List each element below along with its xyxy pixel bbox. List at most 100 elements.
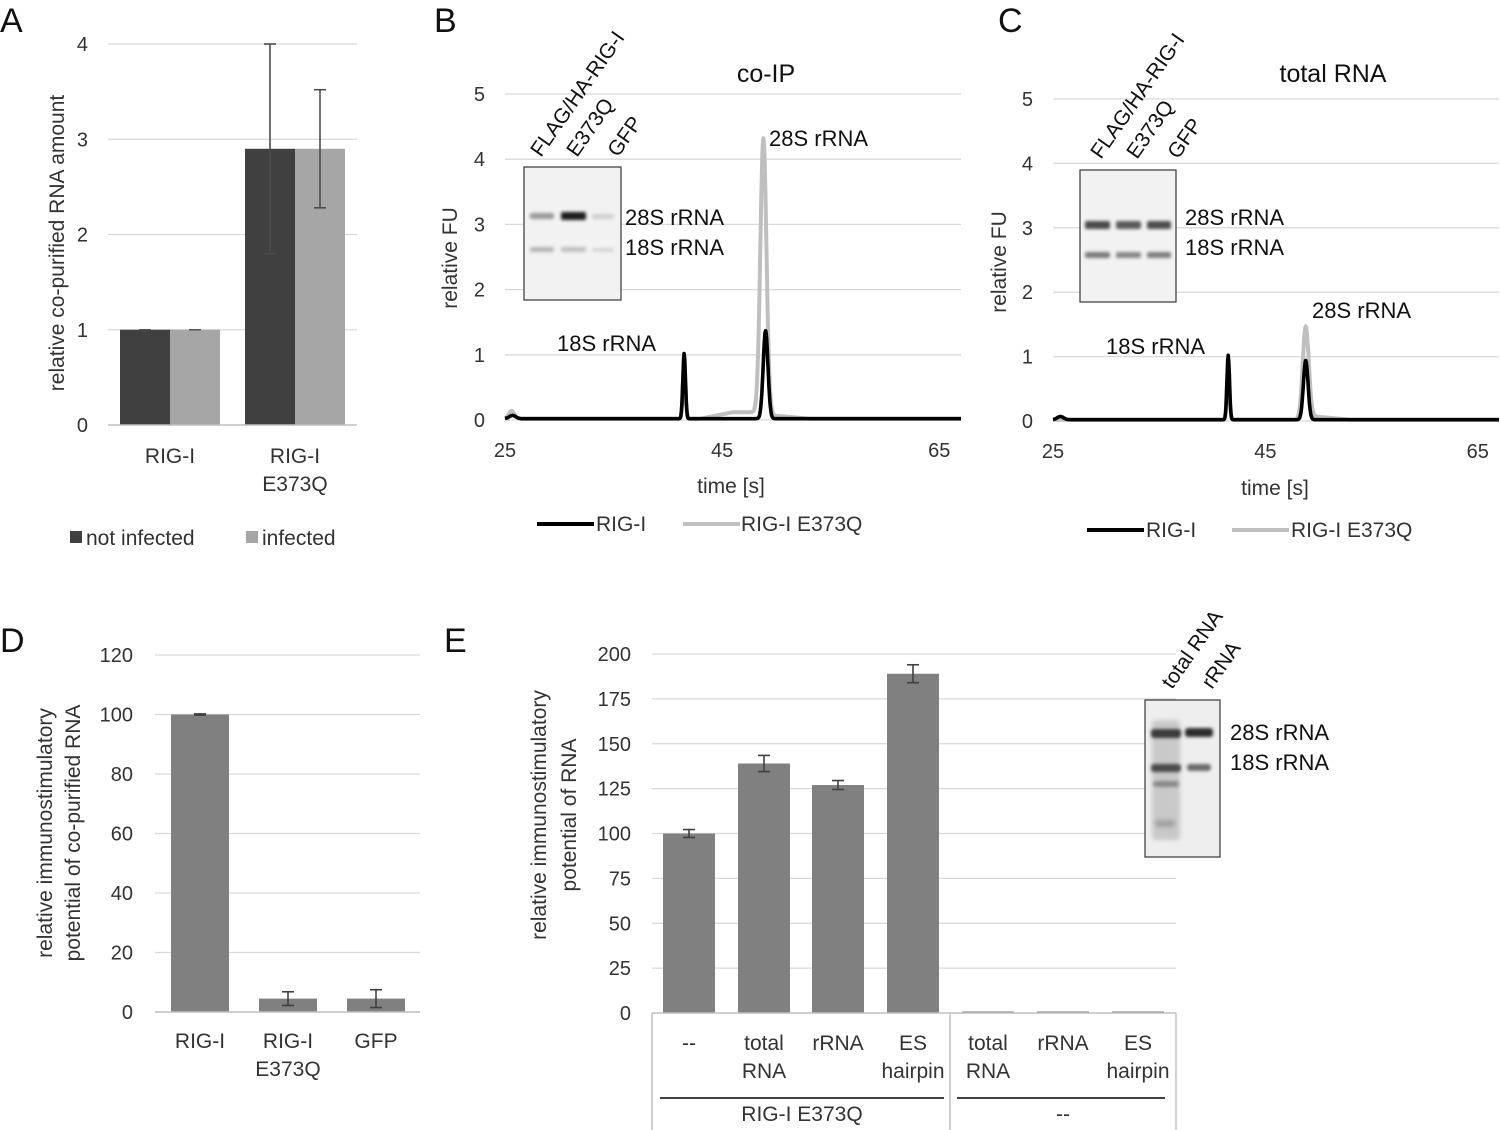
gel-band-label-28s: 28S rRNA [625, 205, 724, 230]
y-tick-label: 25 [609, 958, 631, 980]
gel-band-label-28s: 28S rRNA [1230, 720, 1329, 745]
x-tick-label: 65 [1467, 441, 1489, 463]
x-category-label: RIG-I [263, 1030, 313, 1053]
bar [170, 329, 220, 425]
panel-letter-a: A [0, 2, 23, 40]
x-category-label: GFP [354, 1030, 397, 1053]
peak-label-18s: 18S rRNA [1106, 334, 1205, 359]
x-category-label: E373Q [255, 1058, 320, 1081]
bar [120, 329, 170, 425]
x-category-label: RIG-I [270, 445, 320, 468]
gel-band [561, 247, 586, 252]
y-tick-label: 75 [609, 868, 631, 890]
legend-label-rig-i: RIG-I [1146, 519, 1196, 542]
y-tick-label: 0 [474, 410, 485, 432]
peak-label-28s: 28S rRNA [1312, 298, 1411, 323]
legend-label-rig-i: RIG-I [596, 513, 646, 536]
x-category-label: RNA [966, 1060, 1010, 1083]
y-tick-label: 4 [1022, 153, 1033, 175]
x-axis-label: time [s] [1241, 477, 1309, 500]
x-category-label: ES [1124, 1032, 1152, 1055]
y-tick-label: 2 [1022, 282, 1033, 304]
gel-inset: total RNA rRNA 28S rRNA 18S rRNA [1144, 606, 1329, 858]
bar [812, 785, 864, 1013]
series-line-rig-i [503, 328, 963, 421]
gel-band [1151, 764, 1181, 772]
y-axis-label-line-2: potential of co-purified RNA [62, 705, 85, 962]
gel-band [1085, 252, 1110, 258]
gel-band-label-18s: 18S rRNA [1230, 750, 1329, 775]
panel-d-chart: 0 20 40 60 80 100 120 RIG-I RIG-I E373Q GFP relat… [34, 645, 420, 1081]
bar [171, 714, 229, 1012]
gel-band [1153, 781, 1179, 787]
gel-band [1147, 252, 1171, 258]
peak-label-18s: 18S rRNA [557, 331, 656, 356]
y-tick-label: 5 [474, 84, 485, 106]
y-axis-label: relative co-purified RNA amount [46, 95, 69, 392]
y-tick-label: 175 [598, 689, 631, 711]
gel-band [1116, 252, 1141, 258]
y-tick-label: 5 [1022, 89, 1033, 111]
gel-band [592, 214, 614, 219]
y-tick-label: 80 [111, 764, 133, 786]
gel-smear [1152, 720, 1180, 840]
y-tick-label: 100 [100, 705, 133, 727]
y-tick-label: 1 [1022, 347, 1033, 369]
gel-band-label-18s: 18S rRNA [1185, 235, 1284, 260]
x-axis-label: time [s] [697, 475, 765, 498]
x-tick-label: 65 [928, 440, 950, 462]
y-tick-label: 120 [100, 645, 133, 667]
x-category-label: E373Q [262, 473, 327, 496]
gel-band-label-28s: 28S rRNA [1185, 205, 1284, 230]
gel-band [1116, 221, 1141, 229]
y-tick-label: 2 [474, 280, 485, 302]
y-tick-label: 3 [77, 129, 88, 151]
y-axis-label: relative FU [439, 207, 462, 309]
gel-band-label-18s: 18S rRNA [625, 235, 724, 260]
gel-band [1085, 221, 1110, 229]
x-category-label: ES [899, 1032, 927, 1055]
x-category-label: hairpin [881, 1060, 944, 1083]
y-tick-label: 3 [474, 214, 485, 236]
gel-band [1151, 729, 1181, 738]
gel-inset: FLAG/HA-RIG-I E373Q GFP 28S rRNA 18S rRN… [1079, 29, 1284, 303]
y-tick-label: 2 [77, 225, 88, 247]
legend-label-not-infected: not infected [86, 527, 195, 550]
series-line-rig-i [1051, 353, 1500, 422]
gel-band [592, 248, 614, 252]
y-tick-label: 0 [77, 415, 88, 437]
y-axis-label-line-1: relative immunostimulatory [528, 690, 551, 940]
chart-title: co-IP [737, 60, 795, 88]
x-tick-label: 45 [1254, 441, 1276, 463]
chart-title: total RNA [1280, 60, 1387, 88]
y-axis-label: relative FU [988, 211, 1011, 313]
panel-letter-c: C [998, 2, 1023, 40]
y-tick-label: 150 [598, 734, 631, 756]
gel-inset: FLAG/HA-RIG-I E373Q GFP 28S rRNA 18S rRN… [523, 27, 724, 301]
bar [663, 833, 715, 1013]
y-tick-label: 60 [111, 824, 133, 846]
y-tick-label: 1 [77, 320, 88, 342]
panel-letter-e: E [444, 622, 467, 660]
bar [887, 673, 939, 1013]
gel-band [530, 213, 554, 219]
x-tick-label: 45 [711, 440, 733, 462]
gel-band [1185, 728, 1213, 737]
y-tick-label: 0 [620, 1003, 631, 1025]
legend-label-infected: infected [262, 527, 336, 550]
panel-a-chart: 0 1 2 3 4 RIG-I RIG-I E373Q relative co-purifi… [46, 34, 357, 550]
x-category-label: RNA [742, 1060, 786, 1083]
x-tick-label: 25 [1042, 441, 1064, 463]
y-tick-label: 0 [1022, 411, 1033, 433]
group-label-rig-i-e373q: RIG-I E373Q [741, 1103, 862, 1126]
panel-letter-d: D [0, 622, 25, 660]
gel-band [1187, 764, 1211, 771]
y-tick-label: 20 [111, 943, 133, 965]
panel-e-chart: 0 25 50 75 100 125 150 175 200 -- total RNA rRNA ES h… [528, 606, 1329, 1130]
gel-band [530, 247, 554, 252]
legend-swatch-infected [246, 531, 258, 543]
peak-label-28s: 28S rRNA [769, 126, 868, 151]
y-tick-label: 100 [598, 824, 631, 846]
